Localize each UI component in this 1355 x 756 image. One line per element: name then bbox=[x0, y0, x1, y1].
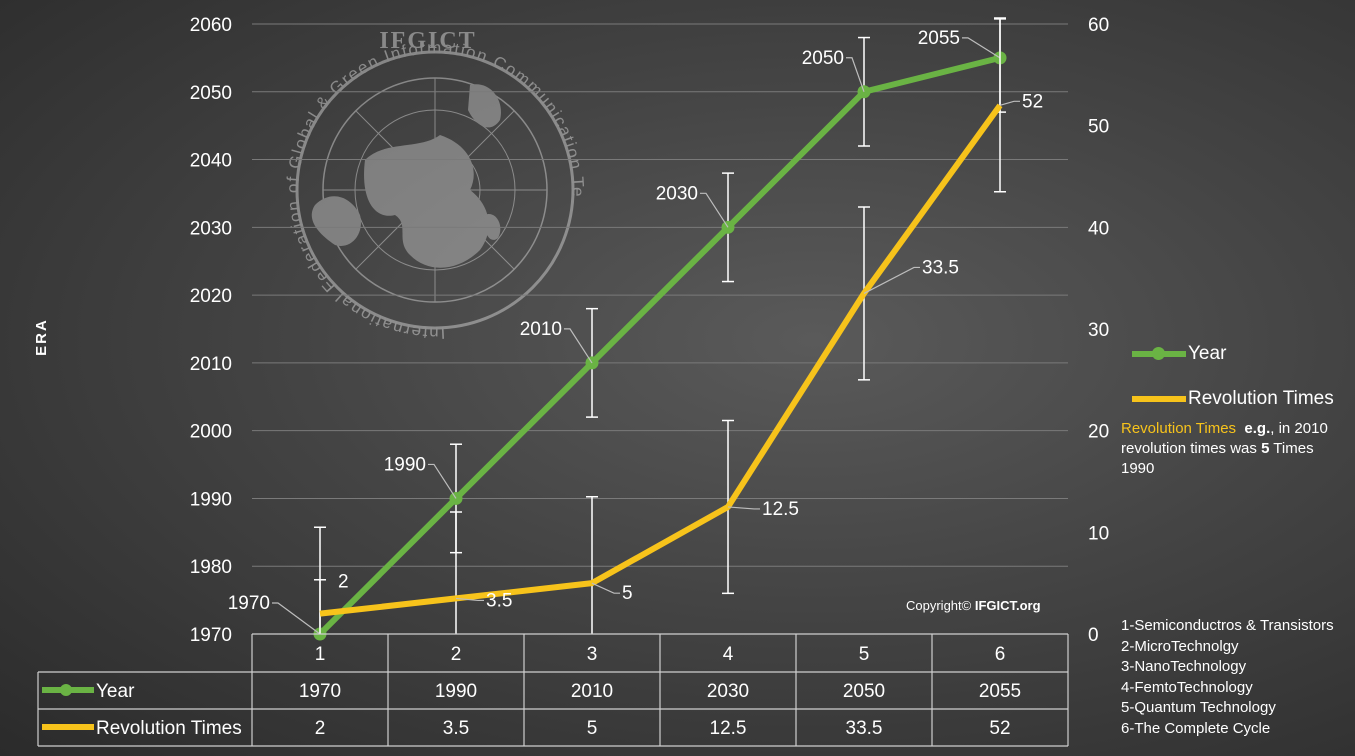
right-tick-label: 10 bbox=[1088, 523, 1109, 544]
era-item: 4-FemtoTechnology bbox=[1121, 678, 1253, 696]
data-label: 2030 bbox=[656, 183, 698, 204]
table-cell: 3.5 bbox=[443, 718, 469, 739]
table-cell: 33.5 bbox=[846, 718, 883, 739]
left-tick-label: 2040 bbox=[190, 151, 232, 172]
table-header-cell: 5 bbox=[859, 644, 870, 665]
table-cell: 2010 bbox=[571, 681, 613, 702]
label-leader-line bbox=[863, 266, 920, 294]
ifgict-watermark-logo: IFGICT International Federation of Globa… bbox=[0, 0, 587, 342]
right-tick-label: 30 bbox=[1088, 320, 1109, 341]
era-item: 5-Quantum Technology bbox=[1121, 699, 1276, 716]
table-row-swatch-dot bbox=[60, 684, 72, 696]
table-row-label: Year bbox=[96, 681, 135, 702]
data-label: 1990 bbox=[384, 454, 426, 475]
copyright-org: IFGICT.org bbox=[974, 598, 1041, 613]
note-bold-value: 5 bbox=[1261, 440, 1270, 457]
right-tick-label: 20 bbox=[1088, 422, 1109, 443]
legend-label-year: Year bbox=[1188, 343, 1227, 364]
copyright: Copyright© IFGICT.org bbox=[906, 598, 1041, 613]
right-tick-label: 40 bbox=[1088, 218, 1109, 239]
left-tick-label: 2010 bbox=[190, 354, 232, 375]
revolution-times-note: Revolution Times e.g., in 2010 revolutio… bbox=[1121, 419, 1346, 479]
series-line-year bbox=[317, 54, 1001, 637]
data-label: 33.5 bbox=[922, 257, 959, 278]
left-tick-label: 2050 bbox=[190, 83, 232, 104]
note-eg: e.g. bbox=[1244, 420, 1271, 437]
note-text-2: Times 1990 bbox=[1121, 440, 1314, 477]
label-leader-line bbox=[428, 463, 457, 499]
era-item: 3-NanoTechnology bbox=[1121, 658, 1247, 675]
era-item: 2-MicroTechnolgy bbox=[1121, 637, 1239, 655]
data-label: 2055 bbox=[918, 28, 960, 49]
label-leader-line bbox=[846, 57, 865, 92]
label-leader-line bbox=[700, 192, 729, 228]
label-leader-line bbox=[727, 506, 760, 510]
left-tick-label: 1990 bbox=[190, 489, 232, 510]
table-header-cell: 1 bbox=[315, 644, 326, 665]
table-cell: 52 bbox=[989, 718, 1010, 739]
left-tick-label: 1970 bbox=[190, 625, 232, 646]
left-tick-label: 2060 bbox=[190, 15, 232, 36]
left-axis-title: ERA bbox=[32, 318, 50, 356]
data-label: 2050 bbox=[802, 48, 844, 69]
legend-item-year: Year bbox=[1132, 343, 1226, 365]
table-header-cell: 4 bbox=[723, 644, 734, 665]
note-text-1: , in 2010 revolution times was bbox=[1121, 420, 1328, 457]
table-header-cell: 6 bbox=[995, 644, 1006, 665]
label-leader-line bbox=[591, 582, 620, 594]
left-tick-label: 1980 bbox=[190, 557, 232, 578]
label-leader-line bbox=[999, 100, 1020, 106]
label-leader-line bbox=[455, 597, 484, 602]
right-tick-label: 50 bbox=[1088, 117, 1109, 138]
left-tick-label: 2030 bbox=[190, 218, 232, 239]
legend-item-revolution-times: Revolution Times bbox=[1132, 388, 1334, 410]
era-item: 6-The Complete Cycle bbox=[1121, 719, 1271, 737]
table-cell: 5 bbox=[587, 718, 598, 739]
table-cell: 2055 bbox=[979, 681, 1021, 702]
table-cell: 2050 bbox=[843, 681, 885, 702]
table-header-cell: 3 bbox=[587, 644, 598, 665]
data-label: 2 bbox=[338, 572, 349, 593]
label-leader-line bbox=[272, 602, 321, 635]
table-cell: 1970 bbox=[299, 681, 341, 702]
era-item: 1-Semiconductros & Transistors bbox=[1121, 617, 1334, 634]
series-line-revolution-times bbox=[319, 103, 1003, 617]
table-row-label: Revolution Times bbox=[96, 718, 242, 739]
table-header-cell: 2 bbox=[451, 644, 462, 665]
data-label: 52 bbox=[1022, 91, 1043, 112]
right-tick-label: 0 bbox=[1088, 625, 1099, 646]
legend-label-revolution-times: Revolution Times bbox=[1188, 388, 1334, 409]
svg-text:International Federation of Gl: International Federation of Global & Gre… bbox=[0, 0, 587, 342]
data-label: 1970 bbox=[228, 593, 270, 614]
data-label: 3.5 bbox=[486, 590, 512, 611]
data-label: 2010 bbox=[520, 319, 562, 340]
data-label: 5 bbox=[622, 583, 633, 604]
table-cell: 2030 bbox=[707, 681, 749, 702]
table-cell: 2 bbox=[315, 718, 326, 739]
legend-swatch-revolution-times bbox=[1132, 396, 1186, 402]
table-cell: 12.5 bbox=[710, 718, 747, 739]
svg-text:IFGICT: IFGICT bbox=[379, 28, 476, 54]
label-leader-line bbox=[962, 37, 1001, 59]
copyright-prefix: Copyright© bbox=[906, 598, 975, 613]
left-tick-label: 2000 bbox=[190, 422, 232, 443]
label-leader-line bbox=[564, 328, 593, 364]
note-highlight: Revolution Times bbox=[1121, 420, 1237, 437]
left-tick-label: 2020 bbox=[190, 286, 232, 307]
data-label: 12.5 bbox=[762, 499, 799, 520]
legend-swatch-year bbox=[1132, 347, 1186, 360]
right-tick-label: 60 bbox=[1088, 15, 1109, 36]
era-list: 1-Semiconductros & Transistors 2-MicroTe… bbox=[1121, 616, 1334, 739]
table-cell: 1990 bbox=[435, 681, 477, 702]
